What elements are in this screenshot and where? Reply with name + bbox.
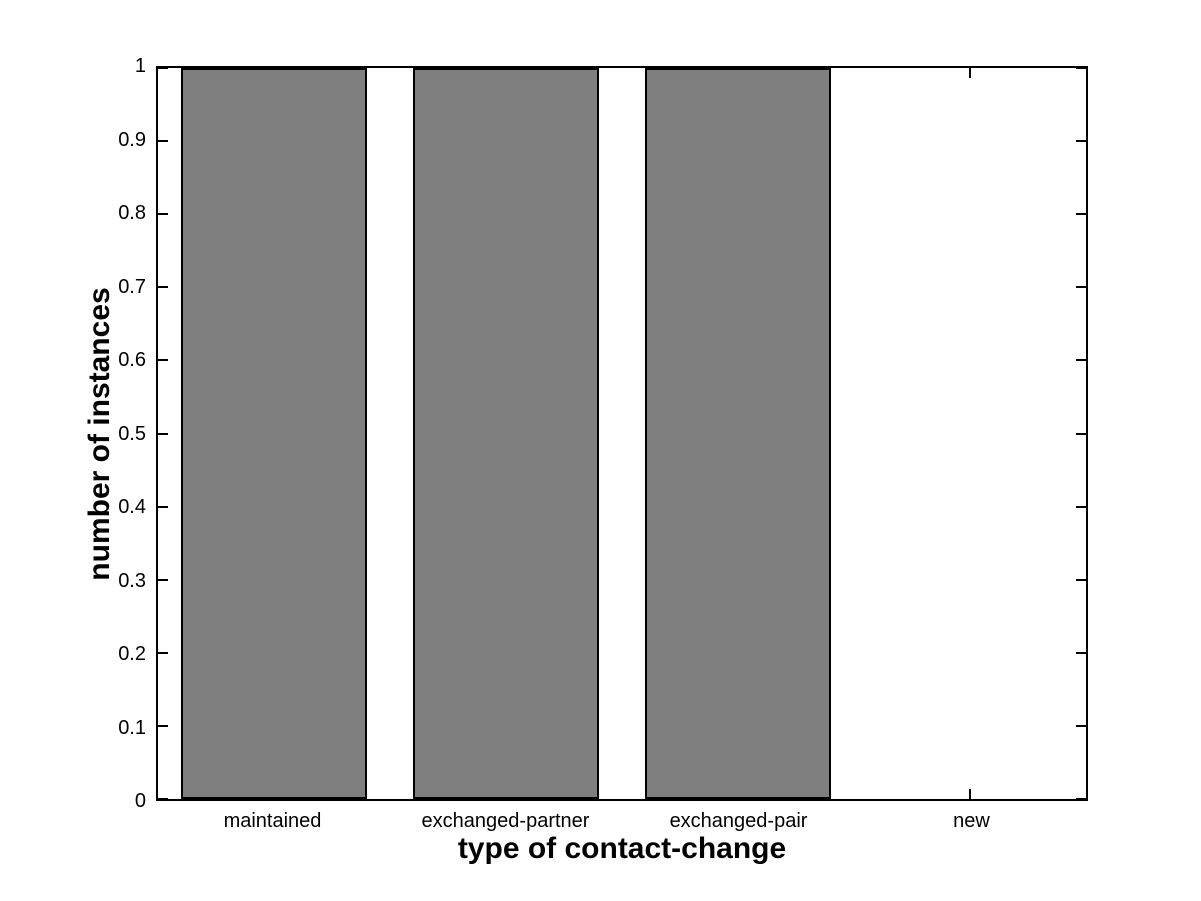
y-tick-label: 0.3	[118, 569, 146, 592]
y-tick-mark	[1076, 140, 1086, 143]
y-tick-mark	[1076, 724, 1086, 727]
x-tick-label-new: new	[953, 810, 990, 832]
y-tick-label: 0.6	[118, 349, 146, 371]
x-tick-mark	[969, 789, 971, 799]
x-tick-mark	[969, 68, 971, 78]
y-tick-mark	[158, 140, 168, 143]
y-tick-label: 0.9	[118, 128, 146, 151]
y-tick-label: 1	[134, 55, 146, 77]
x-axis-label: type of contact-change	[457, 832, 787, 865]
y-tick-mark	[158, 286, 168, 289]
y-tick-label: 0.1	[118, 716, 146, 739]
y-tick-mark	[1076, 286, 1086, 289]
y-tick-mark	[1076, 359, 1086, 362]
y-tick-label: 0.7	[118, 275, 146, 298]
y-tick-mark	[1076, 651, 1086, 654]
y-tick-mark	[158, 724, 168, 727]
y-tick-mark	[1076, 798, 1086, 800]
y-tick-mark	[158, 67, 168, 69]
y-tick-label: 0.8	[118, 202, 146, 224]
y-tick-mark	[1076, 432, 1086, 435]
y-tick-mark	[1076, 213, 1086, 216]
y-tick-label: 0.4	[118, 496, 146, 518]
plot-area	[156, 66, 1088, 801]
y-tick-mark	[158, 578, 168, 581]
bar-maintained	[181, 68, 367, 799]
y-tick-mark	[1076, 505, 1086, 508]
y-tick-mark	[1076, 578, 1086, 581]
bar-exchanged-pair	[645, 68, 831, 799]
bar-exchanged-partner	[413, 68, 599, 799]
y-tick-mark	[158, 505, 168, 508]
y-tick-mark	[158, 213, 168, 216]
y-tick-mark	[158, 432, 168, 435]
y-tick-mark	[1076, 67, 1086, 69]
y-tick-mark	[158, 798, 168, 800]
y-tick-label: 0.5	[118, 422, 146, 445]
y-tick-mark	[158, 651, 168, 654]
x-tick-label-exchanged-partner: exchanged-partner	[421, 810, 590, 832]
x-tick-label-maintained: maintained	[223, 810, 322, 832]
y-tick-label: 0	[134, 790, 146, 812]
y-tick-label: 0.2	[118, 643, 146, 665]
x-tick-label-exchanged-pair: exchanged-pair	[669, 810, 808, 832]
y-tick-mark	[158, 359, 168, 362]
